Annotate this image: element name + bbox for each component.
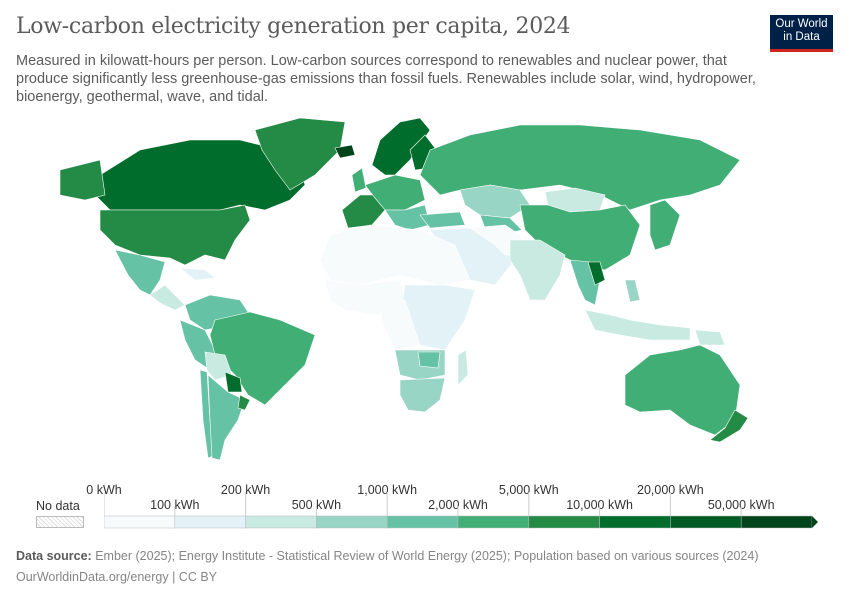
region-south-africa[interactable] [399, 377, 446, 413]
region-greenland[interactable] [254, 117, 346, 191]
region-zambia[interactable] [417, 351, 441, 369]
legend-no-data-label: No data [36, 499, 80, 513]
region-central-africa[interactable] [379, 299, 421, 351]
legend-arrow [812, 516, 818, 528]
legend-swatch[interactable] [740, 515, 813, 529]
legend-label: 100 kWh [150, 498, 200, 512]
legend-label: 2,000 kWh [428, 498, 488, 512]
region-indonesia[interactable] [584, 309, 691, 341]
region-new-zealand[interactable] [709, 409, 749, 443]
logo-line-2: in Data [783, 31, 820, 43]
region-india[interactable] [509, 239, 566, 301]
legend-label: 10,000 kWh [566, 498, 633, 512]
page-title: Low-carbon electricity generation per ca… [16, 14, 571, 39]
legend-swatch[interactable] [245, 515, 317, 529]
footer-url[interactable]: OurWorldinData.org/energy | CC BY [16, 570, 218, 584]
footer-data-source: Data source: Ember (2025); Energy Instit… [16, 549, 759, 563]
legend-label: 1,000 kWh [357, 483, 418, 497]
region-usa[interactable] [99, 204, 251, 266]
legend-label: 20,000 kWh [637, 483, 704, 497]
legend-color-scale [104, 492, 818, 529]
region-alaska[interactable] [59, 159, 106, 201]
region-laos[interactable] [587, 261, 606, 286]
legend-swatch[interactable] [316, 515, 388, 529]
legend-label: 5,000 kWh [498, 483, 559, 497]
legend-swatch[interactable] [104, 515, 176, 529]
legend-label: 0 kWh [86, 483, 122, 497]
region-central-europe[interactable] [364, 174, 426, 211]
owid-logo[interactable]: Our World in Data [770, 15, 833, 52]
region-brazil[interactable] [209, 311, 316, 406]
legend-label: 500 kWh [291, 498, 342, 512]
region-turkey[interactable] [419, 211, 466, 229]
region-madagascar[interactable] [457, 349, 469, 386]
region-caribbean[interactable] [179, 267, 216, 281]
region-kazakhstan[interactable] [459, 184, 531, 219]
legend-swatch[interactable] [599, 515, 671, 529]
legend-swatch[interactable] [528, 515, 600, 529]
legend-no-data-swatch [36, 516, 84, 528]
region-uk[interactable] [351, 167, 367, 193]
page-subtitle: Measured in kilowatt-hours per person. L… [16, 53, 756, 105]
region-philippines[interactable] [624, 279, 641, 303]
region-korea-japan[interactable] [649, 199, 681, 251]
region-uruguay[interactable] [237, 394, 251, 411]
region-central-america[interactable] [149, 284, 186, 311]
region-mexico[interactable] [114, 249, 166, 296]
legend-swatch[interactable] [457, 515, 530, 529]
legend-swatch[interactable] [174, 515, 246, 529]
region-argentina[interactable] [207, 374, 246, 461]
region-australia[interactable] [624, 344, 741, 436]
region-png[interactable] [694, 329, 726, 346]
legend-swatch[interactable] [670, 515, 742, 529]
world-map [59, 117, 749, 461]
legend-swatch[interactable] [386, 515, 459, 529]
legend-label: 200 kWh [220, 483, 271, 497]
logo-line-1: Our World [775, 18, 828, 30]
source-label: Data source: [16, 549, 92, 563]
region-paraguay[interactable] [224, 371, 243, 393]
region-iceland[interactable] [334, 144, 356, 159]
legend-label: 50,000 kWh [707, 498, 775, 512]
source-text: Ember (2025); Energy Institute - Statist… [91, 549, 759, 563]
